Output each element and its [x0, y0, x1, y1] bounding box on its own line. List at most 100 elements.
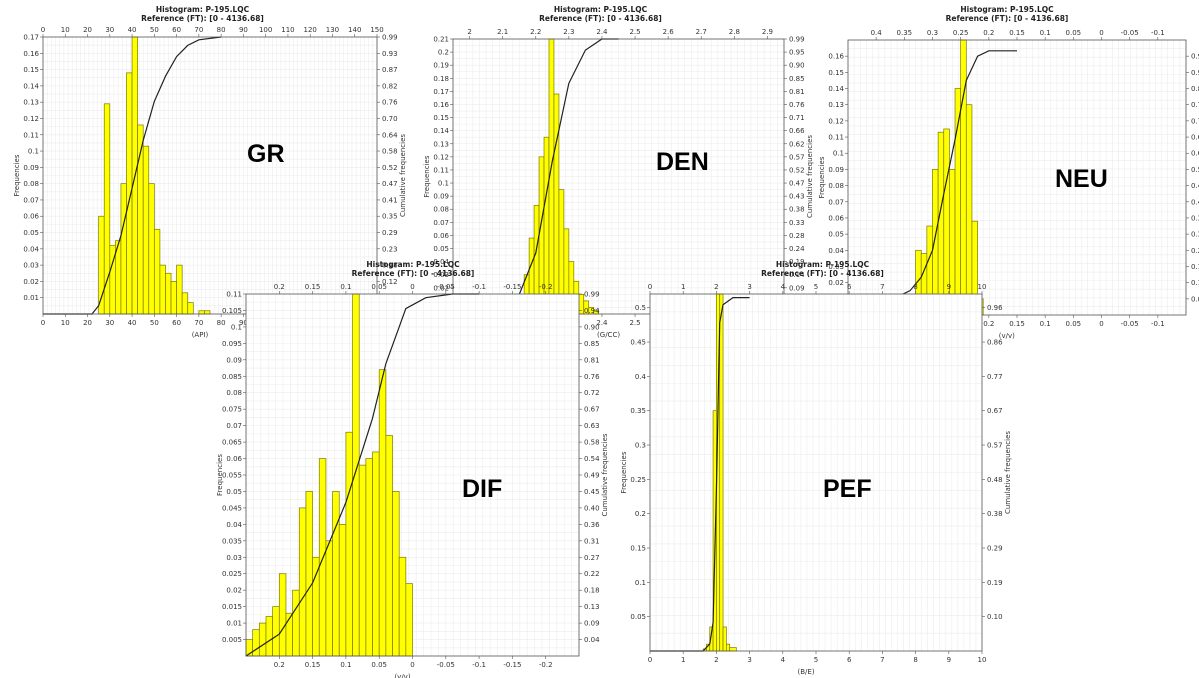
y-tick-label: 0.055	[222, 472, 242, 480]
y-tick-label: 0.16	[828, 53, 844, 61]
y-tick-label: 0.095	[222, 340, 242, 348]
y2-tick-label: 0.48	[1191, 182, 1199, 190]
log-name-label: PEF	[823, 475, 872, 503]
y2-tick-label: 0.04	[584, 636, 600, 644]
y-tick-label: 0.02	[433, 284, 449, 292]
histogram-bar	[170, 281, 177, 315]
histogram-bar	[181, 292, 189, 315]
y2-tick-label: 0.52	[382, 164, 398, 172]
x-tick-label-top: -0.05	[1121, 29, 1139, 37]
y2-tick-label: 0.90	[584, 323, 600, 331]
y2-tick-label: 0.67	[584, 406, 600, 414]
x-tick-label-top: 2.3	[563, 28, 574, 36]
y-tick-label: 0.08	[226, 389, 242, 397]
y-tick-label: 0.13	[828, 101, 844, 109]
x-tick-label: 2.5	[629, 319, 640, 327]
y-axis-label: Frequencies	[818, 156, 826, 198]
histogram-bar	[338, 524, 347, 657]
x-tick-label-top: 1	[681, 283, 685, 291]
histogram-bar	[153, 228, 161, 315]
y-tick-label: 0.15	[433, 114, 449, 122]
x-tick-label-top: 0	[41, 26, 45, 34]
y2-tick-label: 0.66	[1191, 134, 1199, 142]
y-tick-label: 0.4	[635, 373, 647, 381]
y2-tick-label: 0.47	[789, 180, 805, 188]
y-tick-label: 0.12	[433, 153, 449, 161]
chart-title: Histogram: P-195.LQC	[366, 260, 460, 269]
x-tick-label-top: 0.05	[371, 283, 387, 291]
histogram-bar	[305, 491, 313, 657]
histogram-bar	[187, 302, 194, 315]
y-tick-label: 0.06	[828, 214, 844, 222]
histogram-svg: 0.2 0.2 0.15 0.15 0.1 0.1 0.05 0.05 0 0 -0.05 -0.05…	[216, 283, 609, 678]
y2-tick-label: 0.24	[1191, 247, 1199, 255]
histogram-bar	[265, 616, 273, 657]
x-tick-label-top: 2	[467, 28, 471, 36]
y-tick-label: 0.1	[231, 323, 242, 331]
cumulative-frequency-line	[245, 293, 480, 657]
y2-tick-label: 0.99	[382, 34, 398, 42]
histogram-panel-neu: Histogram: P-195.LQC Reference (FT): [0 -…	[815, 5, 1199, 340]
y-tick-label: 0.07	[226, 422, 242, 430]
x-tick-label: -0.15	[503, 661, 521, 669]
x-tick-label-top: 6	[847, 283, 852, 291]
y-tick-label: 0.06	[23, 213, 39, 221]
y2-tick-label: 0.77	[987, 373, 1003, 381]
y2-tick-label: 0.18	[1191, 263, 1199, 271]
y-tick-label: 0.14	[828, 85, 844, 93]
y-tick-label: 0.08	[828, 182, 844, 190]
x-tick-label: -0.1	[472, 661, 486, 669]
y2-tick-label: 0.76	[789, 101, 805, 109]
histogram-bar	[405, 583, 413, 657]
y-tick-label: 0.15	[630, 545, 646, 553]
histogram-bar	[165, 272, 172, 315]
y2-tick-label: 0.42	[1191, 198, 1199, 206]
x-tick-label-top: -0.2	[539, 283, 553, 291]
y2-tick-label: 0.10	[987, 613, 1003, 621]
y2-axis-label: Cumulative frequencies	[601, 433, 609, 516]
histogram-panel-den: Histogram: P-195.LQC Reference (FT): [0 -…	[408, 5, 814, 339]
x-axis-label: (B/E)	[798, 668, 815, 676]
x-tick-label: 10	[978, 656, 987, 664]
chart-subtitle: Reference (FT): [0 - 4136.68]	[141, 14, 264, 23]
x-tick-label-top: 130	[326, 26, 339, 34]
x-tick-label-top: 0.2	[274, 283, 285, 291]
x-tick-label-top: 0.05	[1066, 29, 1082, 37]
y-tick-label: 0.105	[222, 307, 242, 315]
histogram-bar	[726, 643, 731, 652]
y-tick-label: 0.16	[433, 101, 449, 109]
x-tick-label-top: 110	[281, 26, 294, 34]
x-tick-label-top: 0.3	[927, 29, 938, 37]
x-tick-label: 6	[847, 656, 852, 664]
x-tick-label-top: 3	[747, 283, 751, 291]
y-tick-label: 0.3	[635, 442, 646, 450]
y2-tick-label: 0.12	[1191, 279, 1199, 287]
x-tick-label: 8	[913, 656, 917, 664]
y2-tick-label: 0.48	[987, 476, 1003, 484]
x-tick-label: 0.15	[305, 661, 321, 669]
y2-tick-label: 0.43	[789, 193, 805, 201]
y2-tick-label: 0.96	[987, 304, 1003, 312]
y2-tick-label: 0.82	[382, 82, 398, 90]
histogram-svg: 0 0 10 10 20 20 30 30 40 40 50 50 60 60 70 70 80 80 90 90 10…	[13, 26, 407, 339]
y2-tick-label: 0.76	[584, 373, 600, 381]
y-tick-label: 0.45	[630, 339, 646, 347]
x-tick-label-top: -0.05	[437, 283, 455, 291]
y2-tick-label: 0.52	[789, 166, 805, 174]
y-tick-label: 0.02	[226, 587, 242, 595]
y2-tick-label: 0.84	[1191, 85, 1199, 93]
y2-tick-label: 0.36	[1191, 214, 1199, 222]
x-tick-label-top: 2.4	[596, 28, 608, 36]
y2-tick-label: 0.29	[382, 229, 398, 237]
x-tick-label: 2	[714, 656, 718, 664]
histogram-panel-dif: Histogram: P-195.LQC Reference (FT): [0 -…	[213, 260, 613, 678]
y2-tick-label: 0.19	[789, 258, 805, 266]
log-name-label: GR	[247, 140, 285, 168]
histogram-bar	[120, 183, 127, 315]
y2-tick-label: 0.12	[382, 278, 398, 286]
x-tick-label-top: 2.6	[663, 28, 675, 36]
y-tick-label: 0.08	[23, 180, 39, 188]
x-tick-label: 2.4	[596, 319, 608, 327]
x-tick-label-top: 9	[947, 283, 951, 291]
x-tick-label-top: 0	[1099, 29, 1103, 37]
